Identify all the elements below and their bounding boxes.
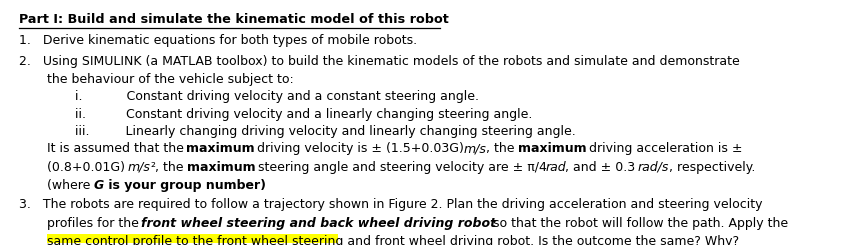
Text: rad: rad [544,161,565,174]
Text: , the: , the [155,161,188,174]
Text: maximum: maximum [187,161,256,174]
Text: ii.          Constant driving velocity and a linearly changing steering angle.: ii. Constant driving velocity and a line… [74,108,531,121]
Text: iii.         Linearly changing driving velocity and linearly changing steering a: iii. Linearly changing driving velocity … [74,125,574,138]
Text: 2.   Using SIMULINK (a MATLAB toolbox) to build the kinematic models of the robo: 2. Using SIMULINK (a MATLAB toolbox) to … [19,55,739,68]
Text: (0.8+0.01G): (0.8+0.01G) [47,161,129,174]
Text: Part I: Build and simulate the kinematic model of this robot: Part I: Build and simulate the kinematic… [19,12,448,25]
Text: ²: ² [150,161,155,174]
Text: 3.   The robots are required to follow a trajectory shown in Figure 2. Plan the : 3. The robots are required to follow a t… [19,198,761,211]
Bar [47,234,338,245]
Text: front wheel steering and back wheel driving robot: front wheel steering and back wheel driv… [141,217,496,230]
Text: 1.   Derive kinematic equations for both types of mobile robots.: 1. Derive kinematic equations for both t… [19,34,417,47]
Text: rad/s: rad/s [637,161,669,174]
Text: , respectively.: , respectively. [668,161,754,174]
Text: It is assumed that the: It is assumed that the [47,142,189,155]
Text: , and ± 0.3: , and ± 0.3 [565,161,639,174]
Text: G: G [94,179,104,192]
Text: is your group number): is your group number) [104,179,266,192]
Text: same control profile to the front wheel steering and front wheel driving robot. : same control profile to the front wheel … [47,235,739,245]
Text: m/s: m/s [127,161,151,174]
Text: so that the robot will follow the path. Apply the: so that the robot will follow the path. … [489,217,788,230]
Text: steering angle and steering velocity are ± π/4: steering angle and steering velocity are… [254,161,550,174]
Text: driving acceleration is ±: driving acceleration is ± [585,142,741,155]
Text: (where: (where [47,179,95,192]
Text: , the: , the [486,142,517,155]
Text: i.           Constant driving velocity and a constant steering angle.: i. Constant driving velocity and a const… [74,90,478,103]
Text: profiles for the: profiles for the [47,217,143,230]
Text: maximum: maximum [185,142,254,155]
Text: driving velocity is ± (1.5+0.03G): driving velocity is ± (1.5+0.03G) [252,142,468,155]
Text: maximum: maximum [517,142,585,155]
Text: m/s: m/s [463,142,486,155]
Text: the behaviour of the vehicle subject to:: the behaviour of the vehicle subject to: [47,73,294,86]
